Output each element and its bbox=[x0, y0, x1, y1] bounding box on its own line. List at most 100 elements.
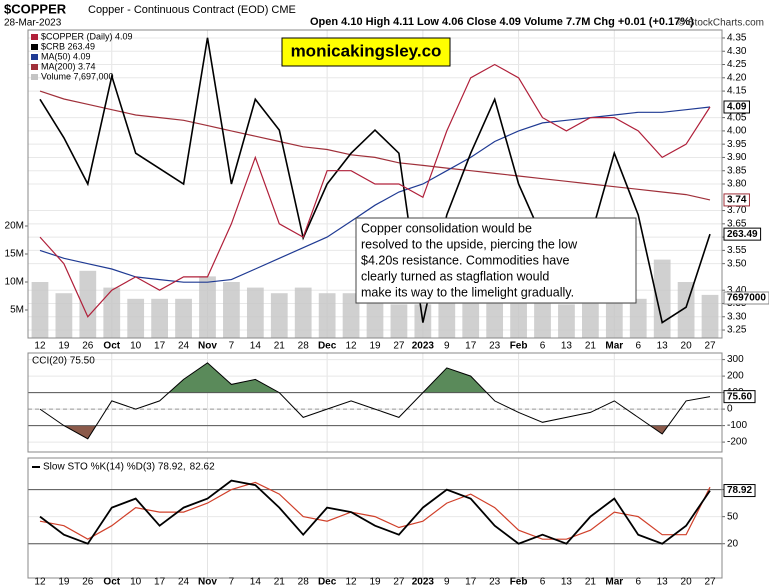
last-value-frame bbox=[723, 390, 756, 404]
last-value-label: 3.74 bbox=[727, 195, 747, 206]
last-value-box: 7697000 bbox=[723, 291, 769, 305]
x-tick-label: Mar bbox=[605, 577, 623, 587]
credit: © StockCharts.com bbox=[678, 18, 764, 29]
series-line bbox=[39, 37, 711, 324]
volume-bar bbox=[582, 298, 599, 338]
x-tick-label: 12 bbox=[346, 577, 358, 587]
series-line bbox=[39, 90, 711, 201]
volume-bar bbox=[175, 298, 192, 338]
volume-bar bbox=[558, 304, 575, 338]
volume-bar bbox=[223, 282, 240, 338]
y-tick-label: 3.65 bbox=[727, 218, 747, 229]
x-tick-label: 27 bbox=[393, 577, 405, 587]
y-tick-label: 4.05 bbox=[727, 112, 747, 123]
legend-swatch bbox=[31, 74, 38, 80]
last-value-label: 75.60 bbox=[727, 391, 752, 402]
legend-swatch bbox=[31, 54, 38, 60]
volume-bar bbox=[103, 287, 121, 338]
x-tick-label: 6 bbox=[635, 577, 641, 587]
x-tick-label: 7 bbox=[229, 341, 235, 352]
cci-line bbox=[39, 362, 711, 440]
y-tick-label: 3.70 bbox=[727, 205, 747, 216]
x-tick-label: Oct bbox=[103, 577, 120, 587]
y-tick-label: 300 bbox=[727, 354, 744, 365]
last-value-box: 4.09 bbox=[723, 100, 750, 114]
last-value-label: 7697000 bbox=[727, 293, 766, 304]
volume-bar bbox=[31, 282, 49, 338]
volume-bar bbox=[366, 298, 384, 338]
indicator-title: Slow STO %K(14) %D(3) 78.92, bbox=[43, 462, 186, 473]
x-tick-label: Feb bbox=[510, 577, 528, 587]
x-tick-label: 13 bbox=[561, 577, 573, 587]
indicator-title-d: 82.62 bbox=[190, 462, 215, 473]
last-value-label: 78.92 bbox=[727, 485, 752, 496]
last-value-label: 263.49 bbox=[727, 229, 758, 240]
x-tick-label: 9 bbox=[444, 341, 450, 352]
x-tick-label: 28 bbox=[298, 341, 310, 352]
x-tick-label: 2023 bbox=[412, 577, 435, 587]
x-tick-label: 24 bbox=[178, 577, 190, 587]
x-tick-label: 20 bbox=[681, 577, 693, 587]
y-tick-label: 20 bbox=[727, 538, 739, 549]
x-tick-label: 10 bbox=[130, 341, 142, 352]
volume-bar bbox=[79, 270, 97, 338]
volume-bar bbox=[605, 293, 623, 338]
volume-bar bbox=[55, 293, 73, 338]
volume-bar bbox=[127, 298, 145, 338]
watermark-box bbox=[281, 37, 451, 67]
x-tick-label: 19 bbox=[58, 577, 70, 587]
last-value-box: 263.49 bbox=[723, 227, 762, 241]
y-tick-label: 200 bbox=[727, 371, 744, 382]
symbol: $COPPER bbox=[4, 1, 67, 16]
x-tick-label: Oct bbox=[103, 341, 120, 352]
y-tick-label: 3.55 bbox=[727, 245, 747, 256]
x-tick-label: 17 bbox=[465, 341, 477, 352]
y-tick-label: 3.85 bbox=[727, 165, 747, 176]
legend-swatch bbox=[31, 44, 38, 50]
y2-tick-label: 20M bbox=[5, 221, 24, 232]
legend-swatch bbox=[31, 64, 38, 70]
annotation-line: $4.20s resistance. Commodities have bbox=[361, 253, 569, 267]
cci-fill bbox=[168, 362, 487, 393]
x-tick-label: 26 bbox=[82, 577, 94, 587]
x-tick-label: Nov bbox=[198, 577, 217, 587]
series-line bbox=[39, 106, 711, 283]
y-tick-label: 4.15 bbox=[727, 86, 747, 97]
y-tick-label: 0 bbox=[727, 404, 733, 415]
x-tick-label: 2023 bbox=[412, 341, 435, 352]
last-value-frame bbox=[723, 484, 756, 498]
x-tick-label: 23 bbox=[489, 577, 501, 587]
x-tick-label: 6 bbox=[635, 341, 641, 352]
volume-bar bbox=[438, 293, 456, 338]
volume-bar bbox=[270, 293, 288, 338]
legend-label: $COPPER (Daily) 4.09 bbox=[41, 31, 133, 41]
volume-bar bbox=[199, 276, 216, 338]
panel-frame bbox=[27, 457, 723, 579]
legend-label: MA(50) 4.09 bbox=[41, 51, 91, 61]
x-tick-label: 14 bbox=[250, 577, 262, 587]
last-value-box: 3.74 bbox=[723, 193, 750, 207]
y-tick-label: 4.35 bbox=[727, 33, 747, 44]
volume-bar bbox=[318, 293, 336, 338]
x-tick-label: 27 bbox=[393, 341, 405, 352]
y-tick-label: 3.95 bbox=[727, 139, 747, 150]
y-tick-label: 3.50 bbox=[727, 258, 747, 269]
annotation-line: resolved to the upside, piercing the low bbox=[361, 237, 578, 251]
volume-bar bbox=[462, 298, 480, 338]
x-tick-label: 27 bbox=[704, 577, 716, 587]
x-tick-label: Dec bbox=[318, 341, 337, 352]
y-tick-label: 3.40 bbox=[727, 285, 747, 296]
annotation-line: Copper consolidation would be bbox=[361, 221, 532, 235]
x-tick-label: 12 bbox=[346, 341, 358, 352]
y-tick-label: 3.30 bbox=[727, 311, 747, 322]
y-tick-label: 50 bbox=[727, 511, 739, 522]
x-tick-label: 6 bbox=[540, 341, 546, 352]
annotation-box bbox=[355, 217, 637, 304]
x-tick-label: 19 bbox=[58, 341, 70, 352]
x-tick-label: 27 bbox=[704, 341, 716, 352]
volume-bar bbox=[390, 304, 408, 338]
legend-swatch bbox=[31, 34, 38, 40]
x-tick-label: 21 bbox=[274, 577, 286, 587]
y-tick-label: 4.25 bbox=[727, 59, 747, 70]
